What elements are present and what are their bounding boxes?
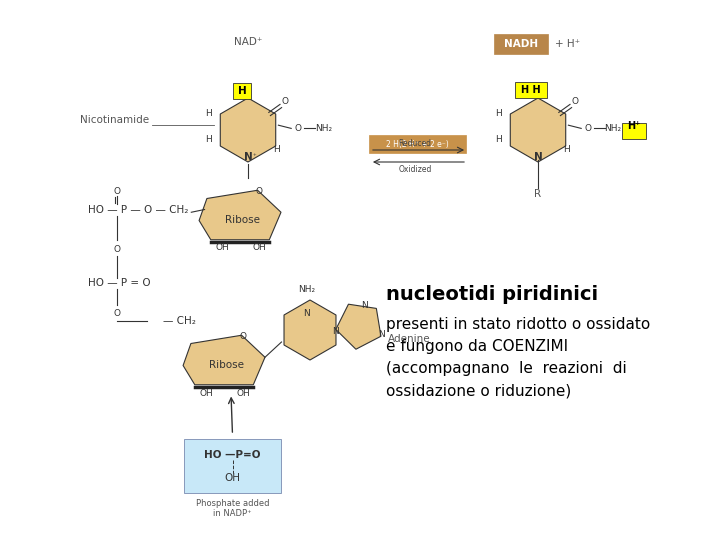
Text: H: H [204, 110, 212, 118]
Text: O: O [114, 246, 120, 254]
Polygon shape [284, 300, 336, 360]
Text: NAD⁺: NAD⁺ [234, 37, 262, 47]
Text: nucleotidi piridinici: nucleotidi piridinici [386, 286, 598, 305]
Text: O: O [571, 97, 578, 106]
Text: ⁺: ⁺ [253, 154, 257, 160]
Text: H⁺: H⁺ [627, 121, 641, 131]
Text: HO —P=O: HO —P=O [204, 450, 261, 460]
Text: NH₂: NH₂ [298, 285, 315, 294]
Text: O: O [294, 124, 301, 133]
Text: H H: H H [521, 85, 541, 95]
Text: N: N [332, 327, 339, 336]
Text: N: N [534, 152, 542, 162]
Text: e fungono da COENZIMI: e fungono da COENZIMI [386, 340, 568, 354]
Text: OH: OH [199, 388, 213, 397]
Text: Nicotinamide: Nicotinamide [81, 115, 150, 125]
Text: OH: OH [215, 244, 230, 253]
Text: HO — P — O — CH₂: HO — P — O — CH₂ [88, 205, 189, 215]
Text: Phosphate added: Phosphate added [196, 500, 269, 509]
Text: Ribose: Ribose [225, 215, 259, 225]
Text: Adenine: Adenine [388, 334, 431, 344]
Polygon shape [510, 98, 566, 162]
Text: Ribose: Ribose [209, 360, 243, 370]
Text: H: H [204, 135, 212, 144]
Text: O: O [114, 187, 120, 197]
FancyBboxPatch shape [515, 82, 547, 98]
FancyBboxPatch shape [233, 83, 251, 99]
Polygon shape [336, 304, 381, 349]
Text: O: O [114, 308, 120, 318]
FancyBboxPatch shape [369, 135, 466, 153]
Text: OH: OH [252, 244, 266, 253]
Text: Oxidized: Oxidized [398, 165, 432, 173]
FancyBboxPatch shape [494, 34, 548, 54]
Text: O: O [240, 332, 247, 341]
Text: O: O [584, 124, 591, 133]
Text: in NADP⁺: in NADP⁺ [213, 510, 252, 518]
Text: H: H [495, 135, 501, 144]
Text: HO — P = O: HO — P = O [88, 278, 150, 288]
Text: presenti in stato ridotto o ossidato: presenti in stato ridotto o ossidato [386, 318, 650, 333]
Text: H: H [564, 145, 570, 154]
Text: H: H [238, 86, 246, 96]
FancyBboxPatch shape [184, 439, 281, 493]
Text: N: N [243, 152, 253, 162]
FancyBboxPatch shape [622, 123, 646, 139]
Text: R: R [534, 189, 541, 199]
Polygon shape [199, 190, 281, 240]
Text: — CH₂: — CH₂ [163, 316, 196, 326]
Text: N: N [361, 301, 368, 310]
Text: 2 H(2 H⁺ + 2 e⁻): 2 H(2 H⁺ + 2 e⁻) [386, 139, 449, 148]
Text: O: O [282, 97, 288, 106]
Text: NADH: NADH [504, 39, 538, 49]
Polygon shape [183, 335, 265, 384]
Text: Reduced: Reduced [398, 139, 431, 148]
Text: NH₂: NH₂ [315, 124, 332, 133]
Text: ossidazione o riduzione): ossidazione o riduzione) [386, 383, 571, 399]
Text: N: N [304, 309, 310, 318]
Text: H: H [274, 145, 280, 154]
Text: OH: OH [236, 388, 250, 397]
Text: O: O [256, 187, 263, 196]
Text: N: N [378, 330, 384, 339]
Text: NH₂: NH₂ [603, 124, 621, 133]
Text: OH: OH [225, 473, 240, 483]
Text: + H⁺: + H⁺ [555, 39, 580, 49]
Text: H: H [495, 110, 501, 118]
Polygon shape [220, 98, 276, 162]
Text: (accompagnano  le  reazioni  di: (accompagnano le reazioni di [386, 361, 626, 376]
